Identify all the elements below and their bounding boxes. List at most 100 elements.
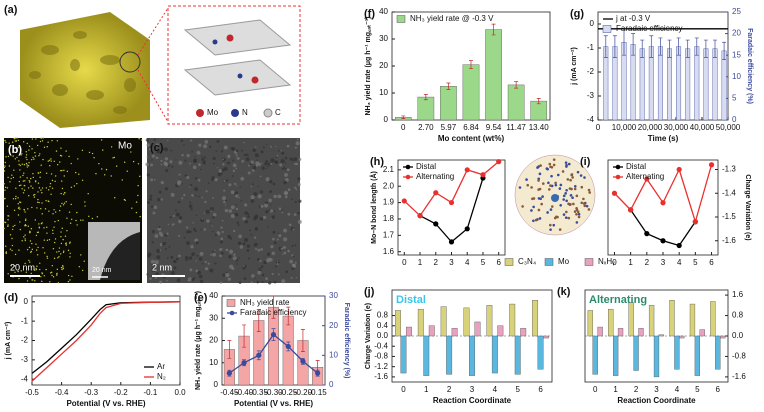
speck bbox=[270, 204, 272, 206]
speck bbox=[250, 185, 253, 188]
bar bbox=[679, 335, 685, 339]
dot bbox=[41, 213, 43, 215]
error-bar bbox=[713, 39, 717, 58]
speck bbox=[166, 279, 168, 282]
dot bbox=[10, 265, 12, 267]
mo-atom bbox=[551, 194, 559, 202]
dots bbox=[3, 137, 143, 284]
error-bar bbox=[227, 340, 232, 359]
dot bbox=[46, 146, 48, 148]
dot bbox=[15, 148, 18, 150]
dot bbox=[15, 140, 18, 142]
atom bbox=[237, 73, 243, 79]
bar bbox=[628, 302, 634, 337]
speck bbox=[257, 194, 262, 199]
dot bbox=[139, 215, 141, 218]
dot bbox=[24, 211, 26, 213]
error-bar bbox=[256, 309, 261, 332]
x-tick-label: 0.0 bbox=[174, 388, 186, 397]
dot bbox=[112, 157, 114, 159]
dot bbox=[40, 164, 42, 166]
x-tick-label: 1 bbox=[628, 258, 633, 267]
bar bbox=[405, 326, 412, 337]
dot bbox=[23, 184, 26, 187]
error-bar bbox=[722, 41, 727, 60]
speck bbox=[198, 143, 202, 147]
speck bbox=[160, 198, 163, 201]
error-bar bbox=[631, 33, 636, 56]
bar bbox=[658, 334, 665, 337]
speck bbox=[244, 211, 248, 215]
speck bbox=[243, 277, 247, 281]
plot-frame bbox=[597, 11, 729, 121]
dot bbox=[17, 146, 20, 148]
dot bbox=[123, 161, 126, 163]
bar bbox=[712, 48, 718, 121]
bar bbox=[720, 335, 726, 339]
speck bbox=[239, 245, 244, 249]
dot bbox=[11, 141, 14, 143]
speck bbox=[272, 230, 276, 234]
dot bbox=[60, 231, 62, 233]
x-tick-label: 5 bbox=[481, 258, 486, 267]
dot bbox=[26, 280, 29, 282]
atom bbox=[569, 178, 572, 182]
bar bbox=[689, 303, 696, 337]
bar bbox=[428, 325, 435, 337]
dot bbox=[30, 250, 33, 253]
speck bbox=[216, 140, 220, 143]
speck bbox=[203, 212, 206, 214]
dot bbox=[41, 140, 44, 142]
speck bbox=[167, 223, 170, 226]
y-tick-label: -1.6 bbox=[374, 372, 388, 381]
dot bbox=[49, 185, 51, 188]
legend-label: Ar bbox=[157, 362, 165, 371]
speck bbox=[230, 213, 235, 218]
dot bbox=[23, 172, 25, 174]
noise bbox=[145, 138, 302, 285]
panel-label: (i) bbox=[580, 156, 591, 168]
speck bbox=[225, 248, 229, 252]
dot bbox=[60, 253, 62, 255]
bar bbox=[462, 64, 480, 121]
dot bbox=[62, 193, 65, 195]
dot bbox=[29, 181, 31, 183]
speck bbox=[194, 194, 197, 197]
atom bbox=[532, 219, 535, 223]
speck bbox=[195, 214, 198, 217]
dot bbox=[68, 155, 70, 158]
speck bbox=[235, 167, 238, 170]
error-bar bbox=[469, 60, 473, 70]
dot bbox=[43, 227, 45, 229]
dot bbox=[66, 170, 69, 173]
bar bbox=[667, 48, 672, 121]
dot bbox=[38, 154, 40, 157]
error-bar bbox=[622, 28, 626, 56]
dot bbox=[33, 196, 36, 198]
speck bbox=[186, 241, 190, 245]
chart-title: Alternating bbox=[589, 294, 647, 306]
panel-label: (e) bbox=[194, 292, 208, 304]
y-tick-label: -0.8 bbox=[374, 352, 388, 361]
speck bbox=[295, 277, 298, 279]
speck bbox=[261, 166, 265, 170]
dot bbox=[8, 142, 10, 144]
atom bbox=[575, 207, 578, 210]
dot bbox=[28, 162, 30, 164]
speck bbox=[252, 148, 256, 153]
x-tick-label: 5.97 bbox=[441, 123, 457, 132]
atom bbox=[547, 181, 550, 185]
speck bbox=[259, 269, 262, 272]
x-tick-label: 4 bbox=[465, 258, 470, 267]
y-tick-label: 0 bbox=[384, 115, 389, 124]
speck bbox=[145, 138, 150, 142]
bar bbox=[694, 335, 701, 376]
x-tick-label: -0.35 bbox=[250, 388, 269, 397]
chart: -1.6-1.2-0.8 -0.40.00.40.8 0 1 2 3 4 5 6 Reaction… bbox=[364, 257, 615, 405]
speck bbox=[238, 234, 242, 239]
speck bbox=[273, 241, 277, 245]
speck bbox=[236, 156, 240, 160]
dot bbox=[36, 231, 39, 234]
dot bbox=[69, 279, 71, 281]
dot bbox=[40, 137, 42, 139]
